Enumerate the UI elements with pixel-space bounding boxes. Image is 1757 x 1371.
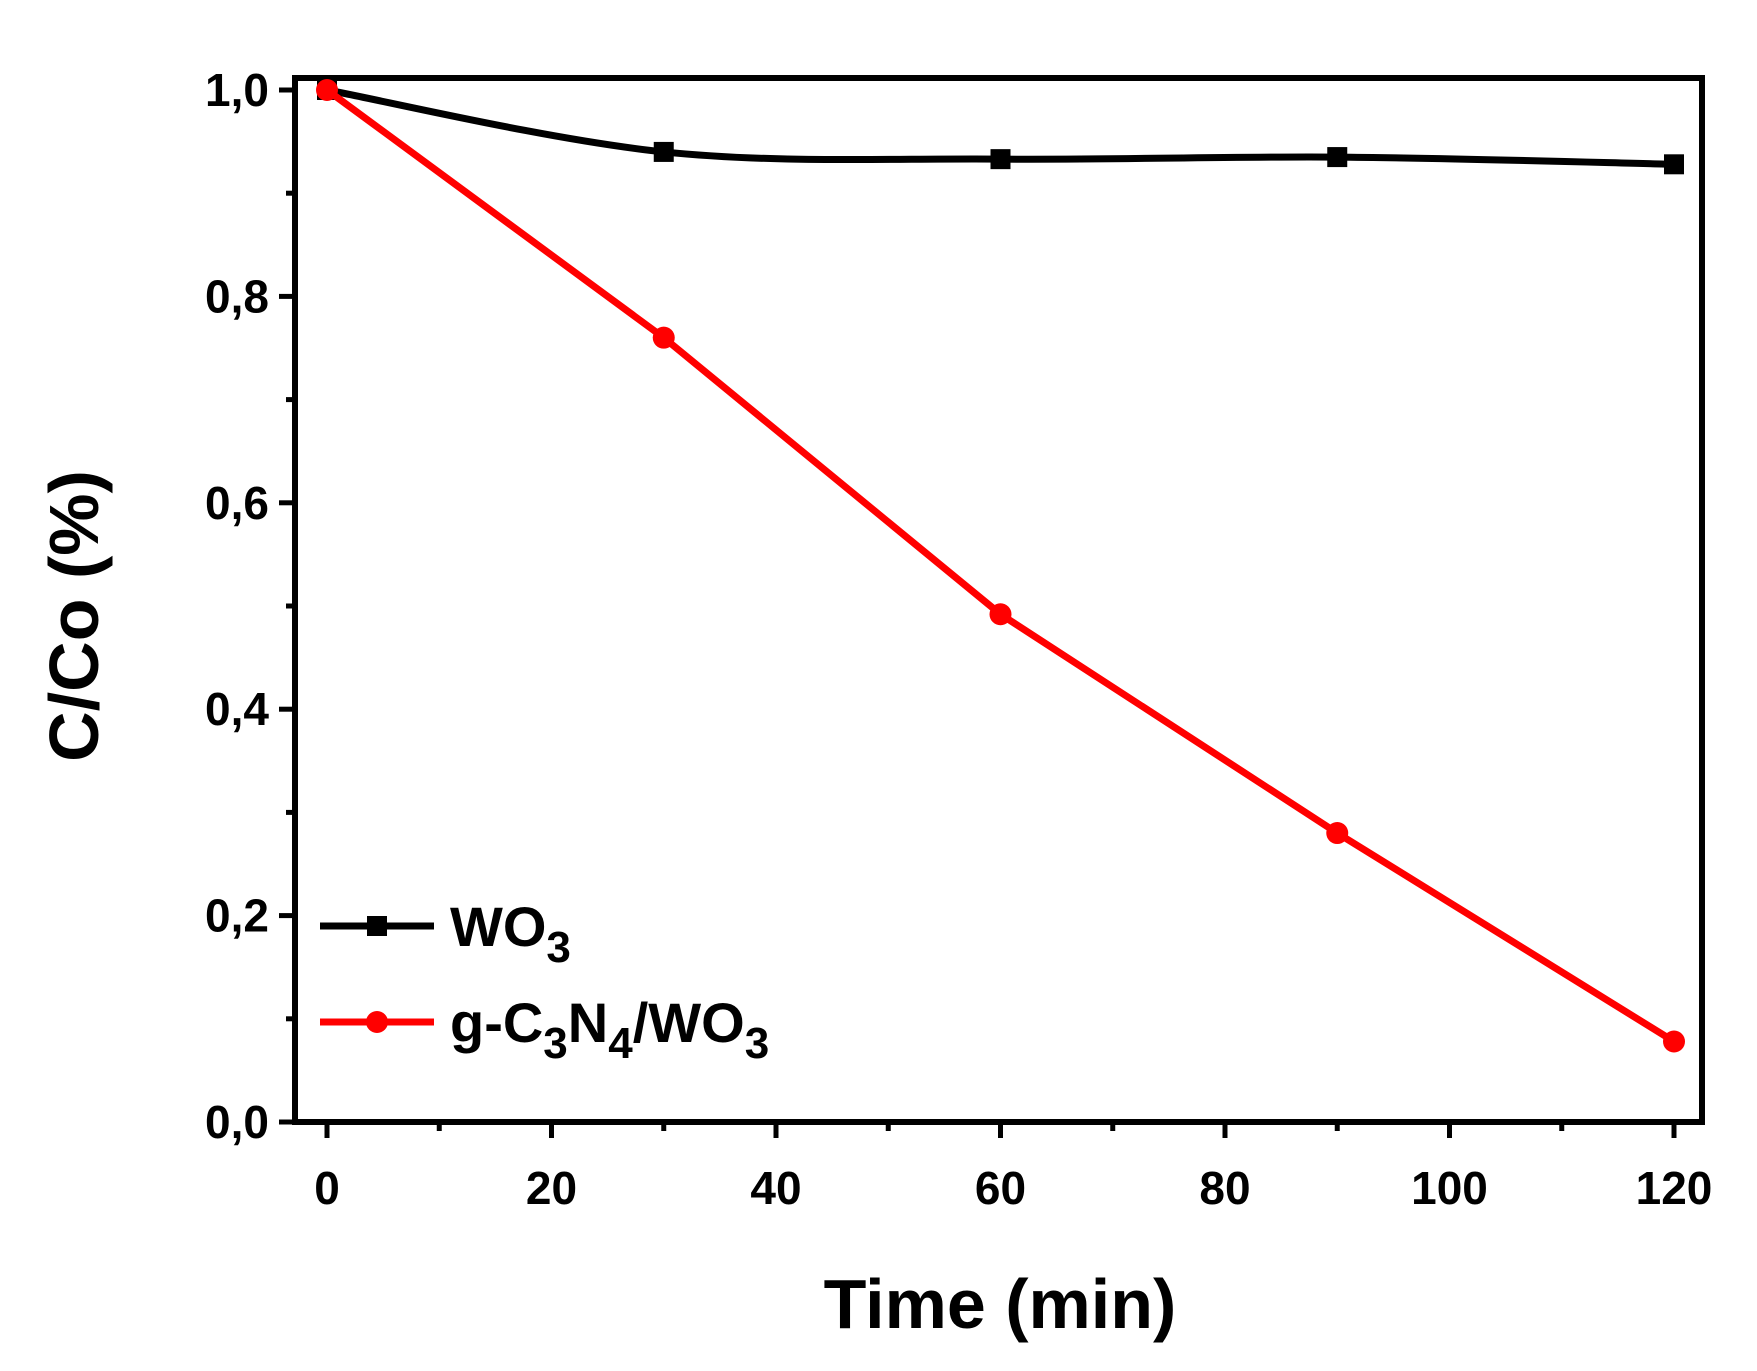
series-wo3 xyxy=(317,80,1684,175)
x-tick-label: 120 xyxy=(1636,1162,1713,1214)
legend-label: WO3 xyxy=(450,895,571,972)
y-tick-label: 0,4 xyxy=(205,683,269,735)
x-tick-label: 60 xyxy=(975,1162,1026,1214)
y-tick-label: 0,6 xyxy=(205,477,269,529)
data-point-square xyxy=(1664,154,1684,175)
data-point-circle xyxy=(316,79,338,101)
y-axis-title: C/Co (%) xyxy=(35,470,113,762)
legend-item-wo3: WO3 xyxy=(320,895,571,972)
legend-subscript: 3 xyxy=(745,1019,769,1068)
data-point-circle xyxy=(1663,1030,1685,1053)
series-layer xyxy=(316,79,1685,1053)
x-tick-label: 80 xyxy=(1199,1162,1250,1214)
legend-text-part: /WO xyxy=(633,991,745,1054)
plot-area xyxy=(292,75,1705,1125)
legend-item-gc3n4-wo3: g-C3N4/WO3 xyxy=(320,991,769,1068)
data-point-circle xyxy=(989,603,1012,626)
plot-frame xyxy=(292,75,1705,1125)
legend-subscript: 4 xyxy=(608,1019,633,1068)
x-tick-label: 40 xyxy=(750,1162,801,1214)
y-tick-label: 0,2 xyxy=(205,890,269,942)
x-tick-label: 20 xyxy=(526,1162,577,1214)
data-point-square xyxy=(1327,147,1348,168)
legend-text-part: WO xyxy=(450,895,546,958)
legend-text-part: N xyxy=(568,991,608,1054)
y-tick-label: 1,0 xyxy=(205,64,269,116)
y-axis: 0,0 0,2 0,4 0,6 0,8 1,0 xyxy=(205,64,295,1148)
legend-marker-square xyxy=(367,916,387,936)
data-point-square xyxy=(653,141,674,162)
y-tick-label: 0,0 xyxy=(205,1096,269,1148)
x-tick-label: 100 xyxy=(1411,1162,1488,1214)
legend-label: g-C3N4/WO3 xyxy=(450,991,769,1068)
x-axis-title: Time (min) xyxy=(824,1265,1177,1343)
data-point-circle xyxy=(1326,822,1349,845)
series-gc3n4-wo3 xyxy=(316,79,1685,1053)
legend-text-part: g-C xyxy=(450,991,543,1054)
x-tick-label: 0 xyxy=(314,1162,340,1214)
x-axis: 0 20 40 60 80 100 120 xyxy=(314,1122,1712,1214)
legend-subscript: 3 xyxy=(543,1019,567,1068)
data-point-square xyxy=(990,149,1011,170)
y-tick-label: 0,8 xyxy=(205,270,269,322)
legend-marker-circle xyxy=(366,1011,388,1033)
data-point-circle xyxy=(652,326,675,349)
legend-subscript: 3 xyxy=(546,923,570,972)
